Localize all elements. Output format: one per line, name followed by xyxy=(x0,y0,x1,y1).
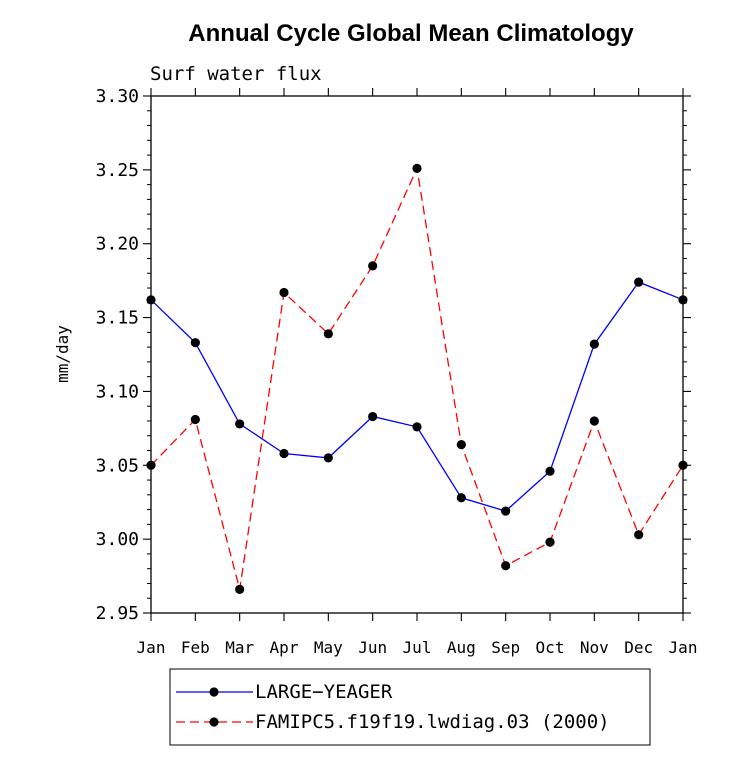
series-1-point xyxy=(235,584,245,594)
legend-box xyxy=(169,668,651,746)
y-tick-label: 3.20 xyxy=(96,234,139,255)
y-axis-ticks: 2.95 3.00 3.05 3.10 3.15 3.20 3.25 3.30 xyxy=(96,86,691,624)
series-1-point xyxy=(589,416,599,426)
series-1-point xyxy=(368,261,378,271)
x-tick-label: May xyxy=(314,638,343,657)
series-0-point xyxy=(545,466,555,476)
series-0-point xyxy=(456,493,466,503)
x-tick-label: Dec xyxy=(624,638,653,657)
series-0-point xyxy=(235,419,245,429)
x-tick-label: Jan xyxy=(137,638,166,657)
series-1-point xyxy=(634,530,644,540)
chart-subtitle: Surf water flux xyxy=(150,63,322,85)
series-1-point xyxy=(146,460,156,470)
series-0-point xyxy=(589,339,599,349)
y-tick-label: 3.05 xyxy=(96,455,139,476)
x-tick-label: Mar xyxy=(225,638,254,657)
y-tick-label: 3.00 xyxy=(96,529,139,550)
series-0-point xyxy=(678,295,688,305)
legend-marker-0 xyxy=(209,687,219,697)
series-1-point xyxy=(456,440,466,450)
series-1-point xyxy=(501,561,511,571)
series-1-point xyxy=(678,460,688,470)
series-layer xyxy=(146,163,688,594)
series-1-point xyxy=(545,537,555,547)
series-0-point xyxy=(412,422,422,432)
x-tick-label: Oct xyxy=(536,638,565,657)
y-tick-label: 3.15 xyxy=(96,308,139,329)
x-tick-label: Jul xyxy=(403,638,432,657)
series-0-point xyxy=(146,295,156,305)
series-0-point xyxy=(279,448,289,459)
x-axis-ticks: Jan Feb Mar Apr May Jun Jul Aug Sep Oct Nov Dec Jan xyxy=(137,88,698,657)
x-tick-label: Apr xyxy=(270,638,299,657)
series-0-point xyxy=(501,506,511,516)
y-tick-label: 3.10 xyxy=(96,381,139,402)
y-axis-label: mm/day xyxy=(53,325,72,383)
series-0-point xyxy=(368,411,378,422)
plot-frame xyxy=(150,95,684,614)
legend-label-1: FAMIPC5.f19f19.lwdiag.03 (2000) xyxy=(255,711,610,733)
x-tick-label: Sep xyxy=(491,638,520,657)
chart-title: Annual Cycle Global Mean Climatology xyxy=(188,20,634,47)
series-1-point xyxy=(412,163,422,173)
x-tick-label: Jan xyxy=(669,638,698,657)
legend-marker-1 xyxy=(209,717,219,727)
legend: LARGE−YEAGER FAMIPC5.f19f19.lwdiag.03 (2… xyxy=(169,668,651,746)
series-1-point xyxy=(279,287,289,298)
series-1-point xyxy=(323,329,333,339)
series-0-point xyxy=(634,277,644,287)
y-tick-label: 3.30 xyxy=(96,86,139,107)
series-0-point xyxy=(323,453,333,463)
y-tick-label: 2.95 xyxy=(96,603,139,624)
x-tick-label: Aug xyxy=(447,638,476,657)
x-tick-label: Nov xyxy=(580,638,609,657)
series-line-0 xyxy=(150,281,684,512)
x-tick-label: Feb xyxy=(181,638,210,657)
series-1-point xyxy=(190,414,200,425)
legend-label-0: LARGE−YEAGER xyxy=(255,681,393,703)
series-0-point xyxy=(190,338,200,348)
series-line-1 xyxy=(150,166,684,590)
y-tick-label: 3.25 xyxy=(96,160,139,181)
x-tick-label: Jun xyxy=(358,638,387,657)
